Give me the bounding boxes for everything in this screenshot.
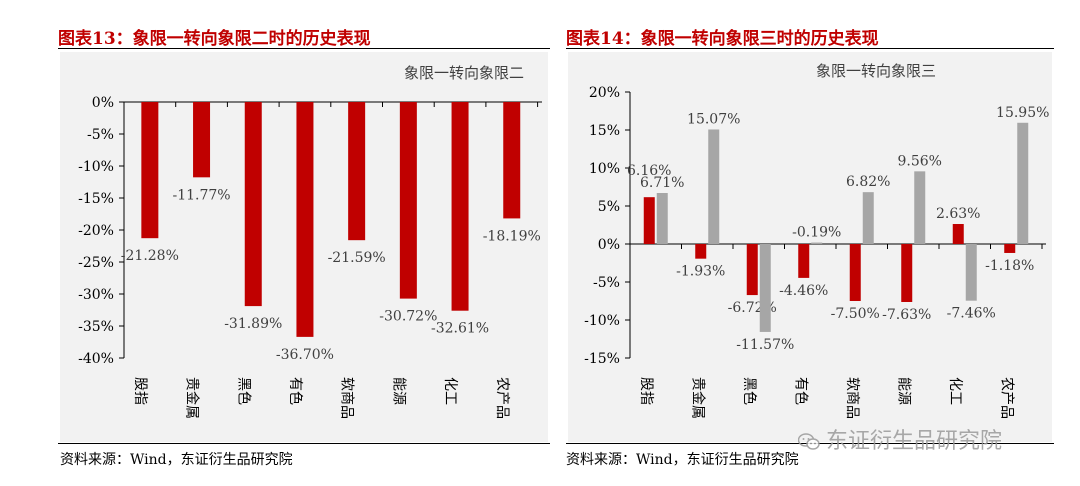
y-tick-label: -5% bbox=[593, 275, 620, 291]
x-category-label: 股指 bbox=[638, 377, 654, 405]
x-category-label: 化工 bbox=[442, 377, 458, 405]
y-tick-label: 5% bbox=[598, 199, 620, 215]
y-tick-label: -15% bbox=[78, 191, 114, 207]
y-tick-label: -20% bbox=[78, 223, 114, 239]
data-label: -11.77% bbox=[172, 187, 230, 203]
bar-red bbox=[849, 244, 861, 301]
chart-title: 象限一转向象限三 bbox=[816, 62, 936, 80]
data-label: -31.89% bbox=[224, 316, 282, 332]
x-category-label: 黑色 bbox=[741, 377, 758, 405]
data-label: 6.71% bbox=[640, 175, 684, 191]
figure-13-title: 图表13：象限一转向象限二时的历史表现 bbox=[58, 29, 371, 49]
bar-value bbox=[141, 102, 159, 239]
bar-value bbox=[399, 102, 417, 299]
x-category-label: 软商品 bbox=[844, 377, 860, 419]
bar-gray bbox=[914, 171, 926, 244]
x-category-label: 能源 bbox=[895, 377, 911, 405]
bar-red bbox=[643, 197, 655, 244]
data-label: 6.16% bbox=[627, 163, 671, 179]
bar-gray bbox=[862, 192, 874, 244]
data-label: 15.07% bbox=[687, 111, 740, 127]
wechat-icon bbox=[798, 433, 820, 450]
x-category-label: 贵金属 bbox=[184, 377, 200, 419]
data-label: -7.46% bbox=[947, 306, 996, 322]
data-label: -1.93% bbox=[676, 264, 725, 280]
bar-gray bbox=[656, 193, 668, 244]
bar-red bbox=[695, 244, 707, 259]
watermark: 东证衍生品研究院 bbox=[798, 423, 1002, 455]
figure-13-bottom-rule bbox=[58, 443, 550, 444]
data-label: -11.57% bbox=[736, 337, 794, 353]
data-label: 9.56% bbox=[898, 153, 942, 169]
y-tick-label: -30% bbox=[78, 287, 114, 303]
bar-value bbox=[296, 102, 314, 337]
y-tick-label: -25% bbox=[78, 255, 114, 271]
x-category-label: 软商品 bbox=[339, 377, 355, 419]
x-category-label: 有色 bbox=[792, 377, 809, 405]
y-tick-label: 0% bbox=[598, 237, 620, 253]
data-label: -7.63% bbox=[882, 307, 931, 323]
y-tick-label: 0% bbox=[92, 95, 114, 111]
figure-14-top-rule bbox=[566, 48, 1054, 49]
x-category-label: 有色 bbox=[287, 377, 304, 405]
bar-value bbox=[348, 102, 366, 241]
x-category-label: 农产品 bbox=[998, 377, 1014, 419]
data-label: -21.59% bbox=[328, 250, 386, 266]
data-label: -7.50% bbox=[831, 306, 880, 322]
chart-quadrant1-to-3: 象限一转向象限三 20% 15% 10% 5% 0% -5% -10% -15% 股指 贵金属 黑色 有… bbox=[584, 62, 1049, 419]
y-tick-label: -40% bbox=[78, 351, 114, 367]
figure-13-top-rule bbox=[58, 48, 550, 49]
bar-gray bbox=[811, 242, 823, 244]
data-label: 6.82% bbox=[846, 174, 890, 190]
y-tick-label: -35% bbox=[78, 319, 114, 335]
x-category-label: 黑色 bbox=[235, 377, 252, 405]
y-tick-label: -10% bbox=[78, 159, 114, 175]
x-category-label: 贵金属 bbox=[689, 377, 705, 419]
y-tick-label: 10% bbox=[589, 161, 620, 177]
data-label: 2.63% bbox=[936, 206, 980, 222]
data-label: -0.19% bbox=[792, 225, 841, 241]
bar-red bbox=[798, 244, 810, 278]
bar-red bbox=[952, 224, 964, 244]
data-label: -21.28% bbox=[121, 248, 179, 264]
bar-red bbox=[1004, 244, 1016, 253]
figure-14-title: 图表14：象限一转向象限三时的历史表现 bbox=[566, 29, 879, 49]
data-label: -36.70% bbox=[276, 347, 334, 363]
chart-title: 象限一转向象限二 bbox=[404, 64, 524, 82]
bar-red bbox=[901, 244, 913, 302]
x-category-label: 股指 bbox=[132, 377, 148, 405]
bar-gray bbox=[1017, 122, 1029, 244]
chart-quadrant1-to-2: 象限一转向象限二 0% -5% -10% -15% -20% -25% -30% -35% -40… bbox=[78, 64, 542, 419]
bar-value bbox=[193, 102, 211, 178]
x-category-label: 农产品 bbox=[494, 377, 510, 419]
y-tick-label: -15% bbox=[584, 351, 620, 367]
x-category-label: 化工 bbox=[947, 377, 963, 405]
data-label: -1.18% bbox=[985, 258, 1034, 274]
data-label: -4.46% bbox=[779, 283, 828, 299]
data-label: -32.61% bbox=[431, 321, 489, 337]
data-label: 15.95% bbox=[996, 105, 1049, 121]
y-tick-label: -10% bbox=[584, 313, 620, 329]
bar-gray bbox=[759, 244, 771, 332]
bar-value bbox=[244, 102, 262, 307]
y-tick-label: 20% bbox=[589, 85, 620, 101]
bar-red bbox=[746, 244, 758, 296]
y-tick-label: -5% bbox=[87, 127, 114, 143]
x-category-label: 能源 bbox=[390, 377, 406, 405]
bar-value bbox=[451, 102, 469, 311]
bar-gray bbox=[708, 129, 720, 244]
data-label: -30.72% bbox=[379, 309, 437, 325]
figure-14-source: 资料来源：Wind，东证衍生品研究院 bbox=[566, 452, 799, 468]
data-label: -18.19% bbox=[483, 228, 541, 244]
bar-gray bbox=[965, 244, 977, 301]
figure-13-source: 资料来源：Wind，东证衍生品研究院 bbox=[60, 452, 293, 468]
y-tick-label: 15% bbox=[589, 123, 620, 139]
watermark-text: 东证衍生品研究院 bbox=[826, 429, 1003, 454]
bar-value bbox=[503, 102, 521, 219]
